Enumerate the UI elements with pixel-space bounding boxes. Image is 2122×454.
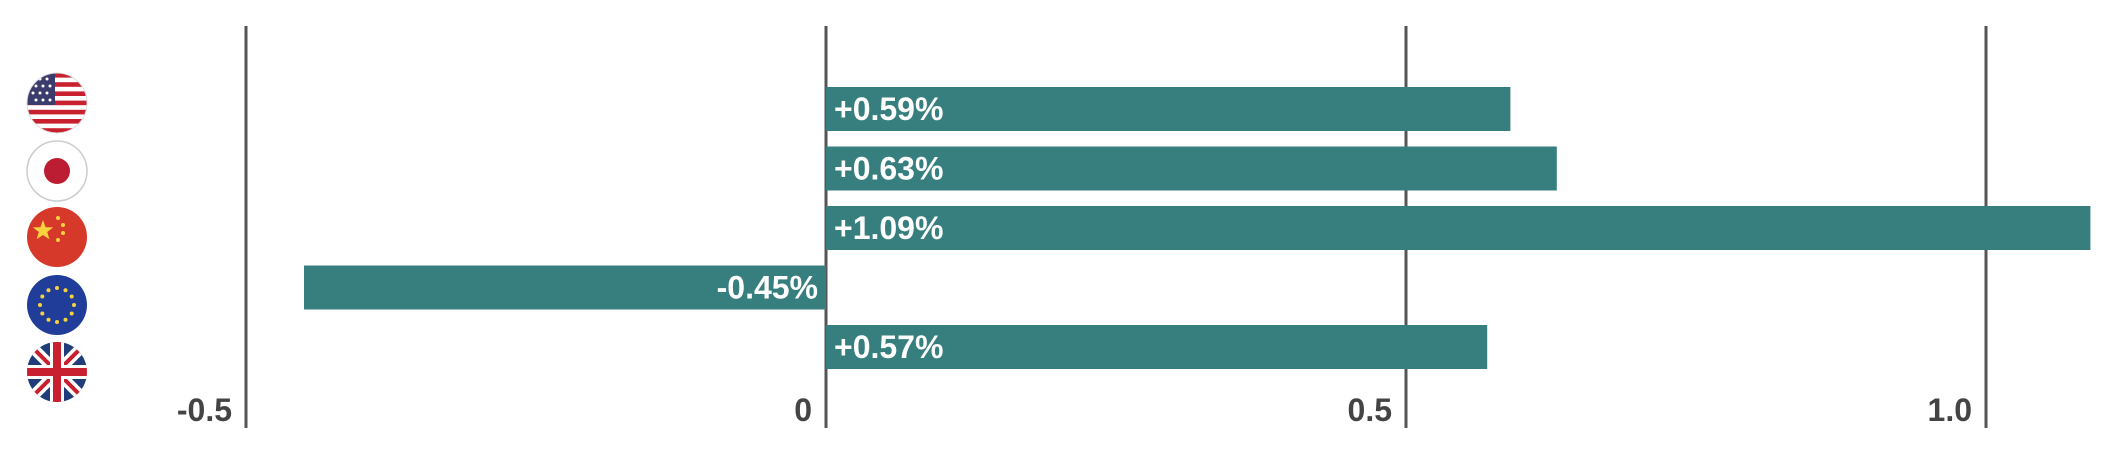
x-tick-label: 0 [794,392,812,428]
uk-flag-icon [27,342,87,402]
us-flag-icon [27,73,87,133]
bar-value-labels: +0.59% +0.63% +1.09% -0.45% +0.57% [717,91,944,365]
eu-flag-icon [27,275,87,335]
bar [826,87,1511,131]
bar-value-label: +0.57% [834,329,943,365]
bar-value-label: +1.09% [834,210,943,246]
bar [826,206,2091,250]
bar-value-label: -0.45% [717,270,818,306]
bar-value-label: +0.59% [834,91,943,127]
bars [304,87,2091,369]
x-tick-label: -0.5 [177,392,232,428]
japan-flag-icon [26,140,88,202]
bar [304,265,826,310]
bar [826,325,1488,369]
x-tick-label: 1.0 [1928,392,1972,428]
china-flag-icon [27,207,87,267]
x-tick-label: 0.5 [1348,392,1392,428]
bar [826,146,1557,191]
bar-value-label: +0.63% [834,151,943,187]
x-axis-ticks: -0.5 0 0.5 1.0 [177,392,1972,428]
